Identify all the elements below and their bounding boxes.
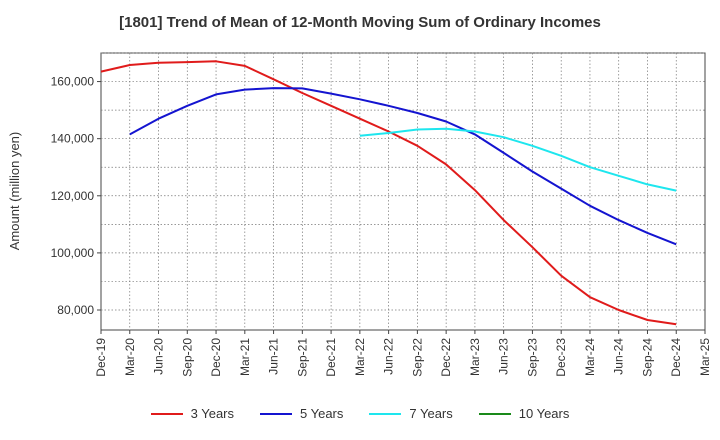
legend-item-10-years: 10 Years [478, 406, 570, 421]
legend-label: 7 Years [409, 406, 453, 421]
y-tick-label: 160,000 [51, 75, 95, 89]
legend-swatch [150, 412, 183, 415]
series-line-7-years [359, 127, 677, 192]
x-tick-label: Mar-24 [583, 338, 597, 376]
x-tick-label: Dec-20 [209, 338, 223, 377]
x-tick-label: Mar-22 [353, 338, 367, 376]
x-tick-label: Sep-24 [640, 338, 654, 377]
y-tick-labels: 80,000 100,000 120,000 140,000 160,000 [51, 75, 101, 317]
series-line-5-years [129, 87, 677, 246]
y-tick-label: 140,000 [51, 132, 95, 146]
legend-item-5-years: 5 Years [260, 406, 343, 421]
x-tick-label: Jun-21 [267, 338, 281, 375]
x-tick-label: Dec-19 [94, 338, 108, 377]
chart-title: [1801] Trend of Mean of 12-Month Moving … [119, 14, 601, 31]
x-tick-label: Mar-23 [468, 338, 482, 376]
legend-label: 10 Years [518, 406, 570, 421]
x-tick-label: Dec-22 [439, 338, 453, 377]
legend-item-3-years: 3 Years [150, 406, 234, 421]
x-tick-label: Mar-21 [238, 338, 252, 376]
x-tick-label: Sep-20 [180, 338, 194, 377]
x-tick-label: Dec-24 [669, 338, 683, 377]
legend: 3 Years 5 Years 7 Years 10 Years [0, 406, 720, 421]
x-tick-label: Jun-23 [497, 338, 511, 375]
x-tick-label: Sep-23 [525, 338, 539, 377]
x-tick-label: Mar-20 [123, 338, 137, 376]
series-lines [100, 60, 677, 326]
x-tick-label: Mar-25 [698, 338, 712, 376]
series-line-3-years [100, 60, 677, 326]
x-tick-label: Jun-24 [612, 338, 626, 375]
legend-swatch [369, 412, 402, 415]
x-tick-label: Jun-22 [382, 338, 396, 375]
y-tick-label: 100,000 [51, 246, 95, 260]
x-tick-label: Jun-20 [152, 338, 166, 375]
legend-label: 5 Years [300, 406, 344, 421]
x-tick-labels: Dec-19 Mar-20 Jun-20 Sep-20 Dec-20 Mar-21 Jun-… [94, 330, 712, 377]
legend-item-7-years: 7 Years [369, 406, 453, 421]
x-tick-label: Sep-22 [410, 338, 424, 377]
y-tick-label: 120,000 [51, 189, 95, 203]
y-axis-label: Amount (million yen) [7, 132, 22, 251]
x-tick-label: Sep-21 [295, 338, 309, 377]
y-tick-label: 80,000 [57, 303, 94, 317]
legend-swatch [260, 412, 292, 415]
plot-area [100, 52, 706, 331]
x-tick-label: Dec-21 [324, 338, 338, 377]
legend-label: 3 Years [190, 406, 234, 421]
legend-swatch [478, 412, 511, 415]
x-tick-label: Dec-23 [554, 338, 568, 377]
